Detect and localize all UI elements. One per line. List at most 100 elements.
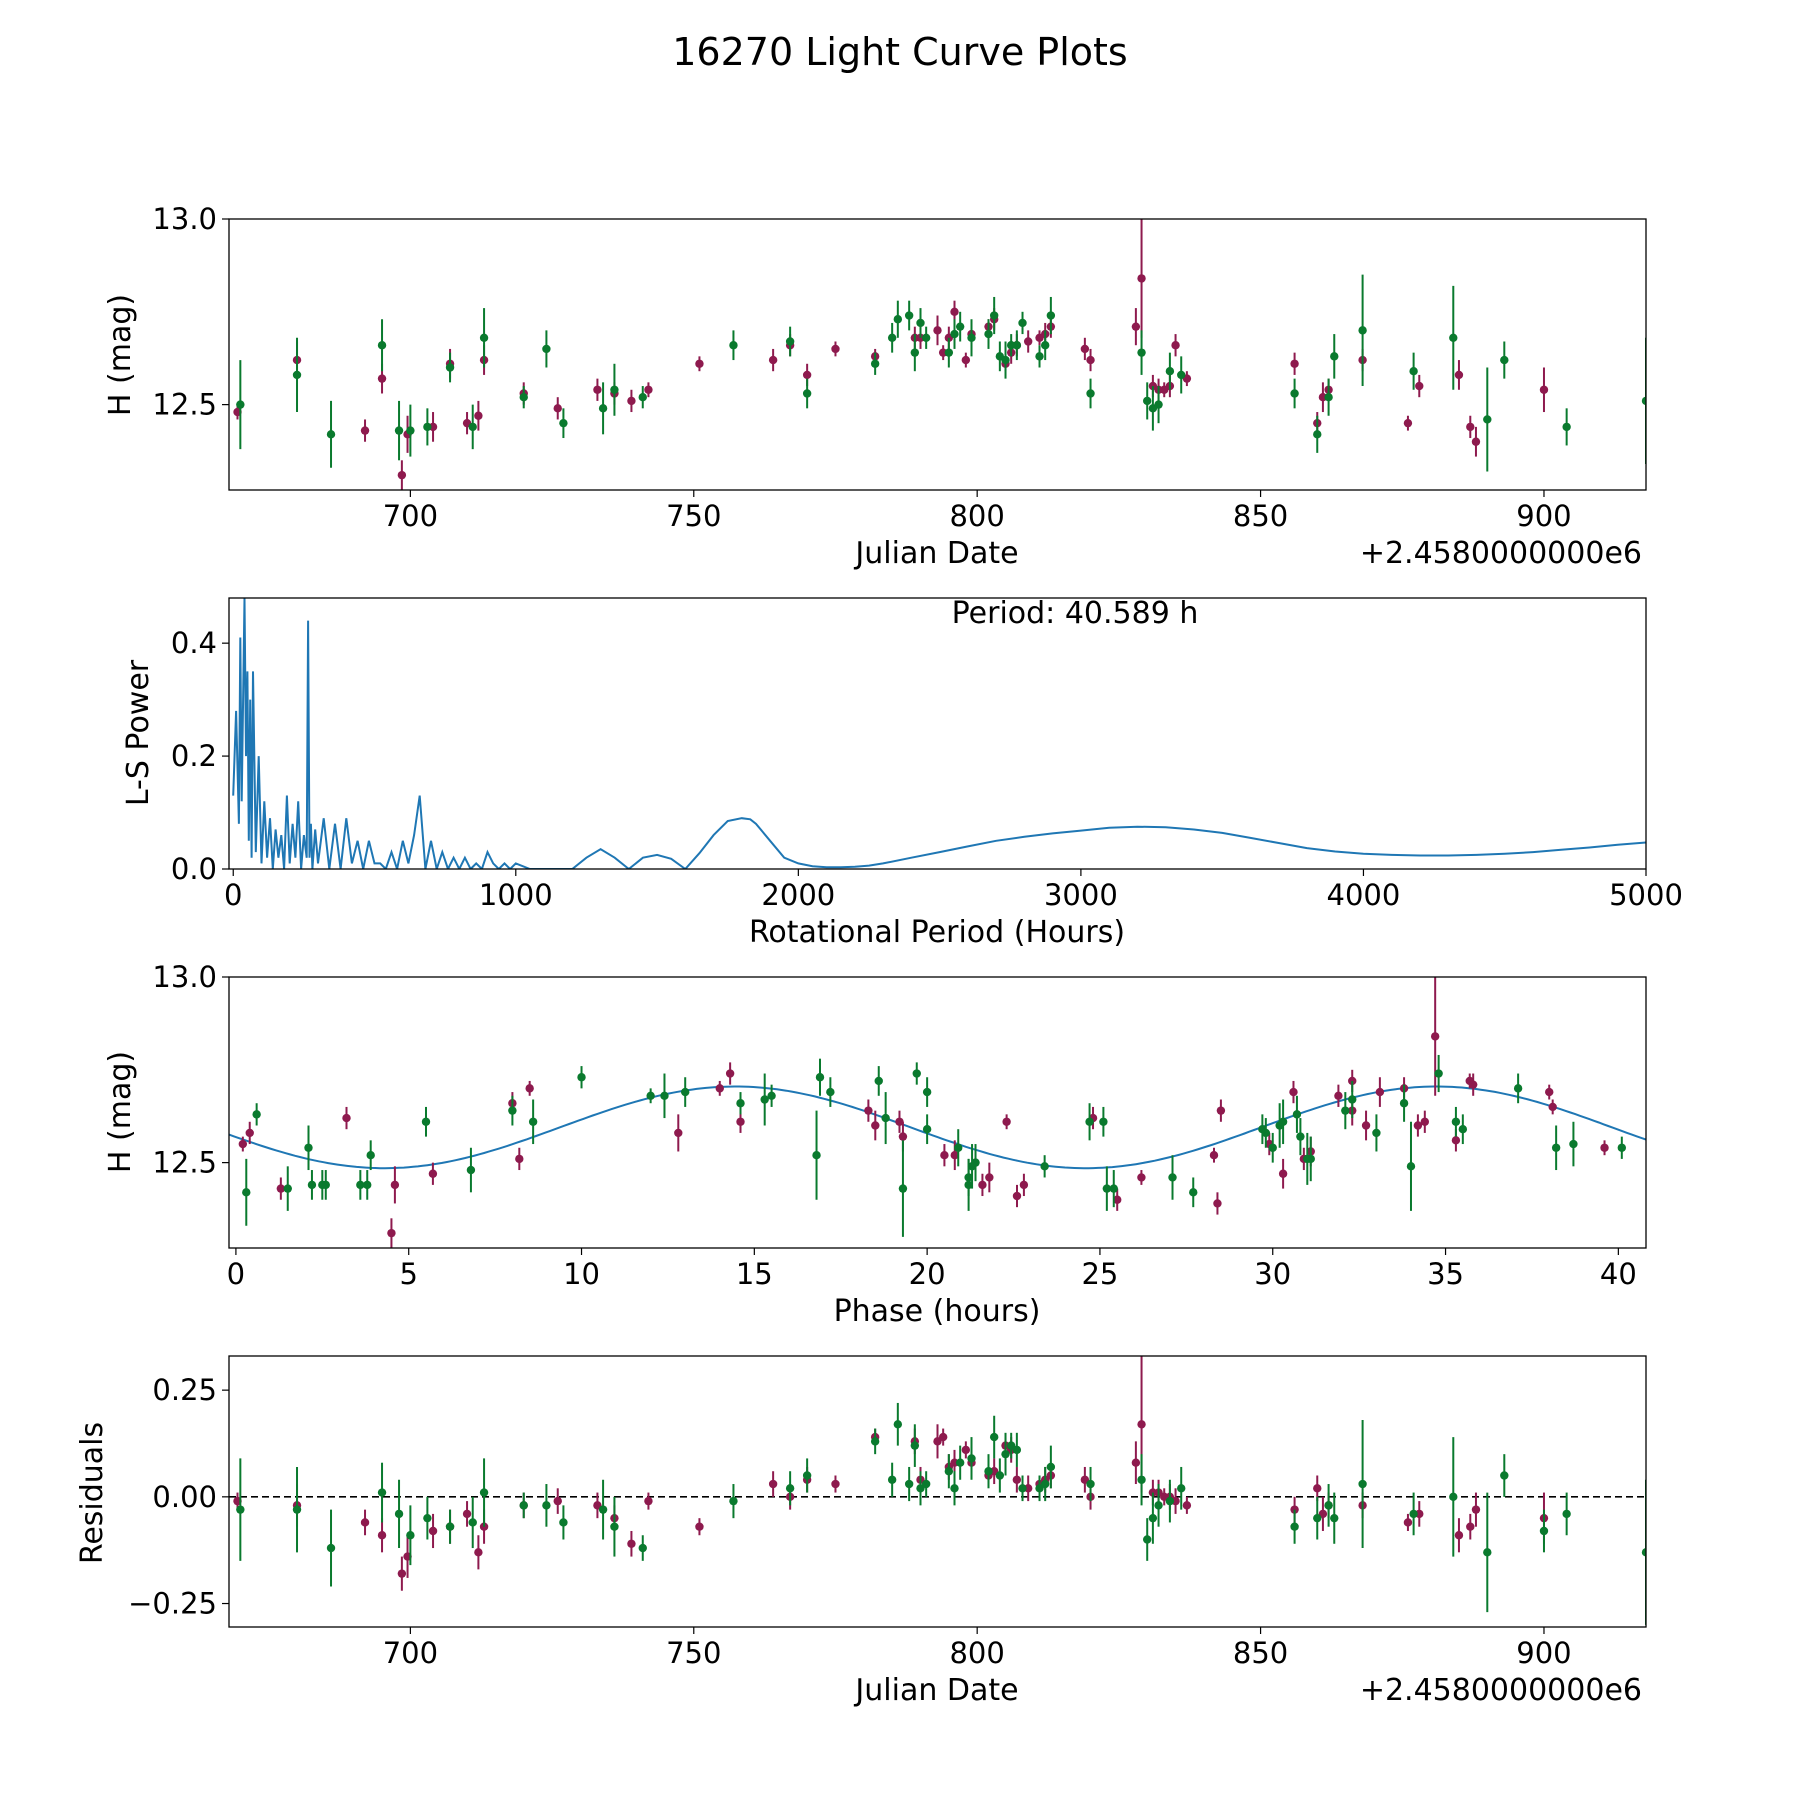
green-point-22: [904, 1479, 914, 1489]
green-point-16: [729, 341, 738, 350]
red-point-43: [1137, 274, 1146, 283]
green-point-6: [423, 1513, 432, 1523]
green-point-6: [423, 422, 432, 432]
green-point-14: [610, 385, 619, 394]
red-point-18: [768, 355, 778, 365]
red-point-25: [933, 326, 942, 335]
green-point-19: [870, 359, 880, 368]
red-point-57: [1454, 370, 1464, 380]
green-point-7: [445, 1522, 455, 1531]
green-point-38: [1040, 1479, 1050, 1489]
phased-light-curve-panel: 0 5 10 15 20 25 30 35 40 12.5 13.0 Phase (hours) H…: [103, 960, 1647, 1329]
green-point-9: [479, 1488, 489, 1497]
red-point-58: [1466, 422, 1475, 432]
green-point-48: [1313, 430, 1322, 439]
green-point-54: [1483, 1548, 1492, 1557]
green-point-36: [1018, 1484, 1027, 1493]
raw-light-curve-panel: 700 750 800 850 900 12.5 13.0 Julian Date +2.4…: [103, 202, 1647, 571]
red-point-29: [961, 355, 971, 365]
red-point-18: [768, 1479, 778, 1489]
periodogram-curve-layer: [232, 598, 1646, 869]
green-point-1: [292, 370, 302, 380]
green-point-52: [1409, 1509, 1418, 1519]
model-curve: [229, 1085, 1646, 1170]
green-point-49: [1324, 1501, 1333, 1510]
green-point-35: [1012, 341, 1022, 350]
green-point-26: [944, 348, 954, 357]
phased-light-curve-points: [229, 977, 1646, 1248]
raw-light-curve-ticks: 700 750 800 850 900 12.5 13.0: [152, 202, 1571, 533]
red-point-17: [898, 1132, 908, 1141]
green-point-59: [1513, 1084, 1523, 1093]
green-point-47: [1290, 1522, 1299, 1531]
residuals-ylabel: Residuals: [75, 1422, 110, 1564]
x-tick-label-3: 850: [1233, 1636, 1288, 1670]
y-tick-label-0: 12.5: [152, 1146, 217, 1180]
red-point-1: [245, 1128, 254, 1138]
green-point-0: [236, 400, 245, 409]
green-point-19: [760, 1095, 769, 1104]
green-point-5: [406, 426, 415, 435]
residuals-xlabel: Julian Date: [853, 1673, 1018, 1708]
green-point-54: [1483, 415, 1492, 424]
green-point-22: [815, 1073, 825, 1082]
red-point-50: [1600, 1143, 1609, 1152]
green-point-61: [1569, 1139, 1578, 1149]
green-point-10: [519, 1501, 528, 1510]
x-tick-label-5: 5000: [1609, 878, 1683, 912]
green-point-24: [874, 1076, 883, 1086]
green-point-37: [1035, 352, 1044, 361]
green-point-39: [1046, 311, 1056, 320]
green-point-4: [394, 1509, 404, 1519]
x-tick-label-3: 850: [1233, 499, 1288, 533]
green-point-11: [542, 344, 551, 354]
green-point-55: [1406, 1162, 1416, 1171]
green-point-41: [1137, 1475, 1146, 1484]
phased-light-curve-ylabel: H (mag): [103, 1051, 138, 1173]
green-point-16: [729, 1496, 738, 1506]
green-point-35: [1012, 1445, 1022, 1455]
green-point-29: [967, 333, 976, 342]
red-point-48: [1171, 341, 1180, 350]
phased-light-curve-xlabel: Phase (hours): [834, 1294, 1041, 1329]
green-point-2: [283, 1184, 292, 1193]
residuals-frame: [228, 1355, 1647, 1628]
green-point-12: [559, 418, 568, 428]
x-tick-label-4: 4000: [1327, 878, 1401, 912]
green-point-32: [995, 1471, 1005, 1480]
red-point-6: [428, 1526, 438, 1536]
red-point-12: [553, 1496, 562, 1506]
green-point-47: [1292, 1110, 1302, 1119]
green-point-20: [767, 1091, 776, 1100]
green-point-52: [1409, 367, 1418, 376]
green-point-30: [954, 1143, 963, 1152]
red-point-17: [695, 1522, 704, 1531]
green-point-44: [1268, 1143, 1277, 1152]
red-point-17: [695, 359, 704, 368]
green-point-25: [921, 333, 931, 342]
green-point-0: [242, 1188, 251, 1197]
residuals-points: [229, 1356, 1646, 1625]
red-point-42: [1131, 322, 1141, 331]
green-point-30: [984, 329, 993, 339]
green-point-38: [1040, 341, 1050, 350]
green-point-44: [1154, 400, 1163, 409]
green-point-12: [559, 1518, 568, 1527]
green-point-2: [326, 430, 336, 439]
green-point-57: [1562, 1509, 1571, 1519]
green-point-53: [1372, 1128, 1381, 1138]
figure-title: 16270 Light Curve Plots: [672, 30, 1127, 74]
green-point-12: [508, 1106, 517, 1115]
green-point-51: [1358, 1479, 1367, 1489]
green-point-26: [898, 1184, 908, 1193]
green-point-3: [304, 1143, 313, 1152]
red-point-26: [938, 1432, 948, 1442]
green-point-31: [989, 1432, 999, 1442]
red-point-36: [1334, 1091, 1343, 1100]
green-point-51: [1341, 1106, 1350, 1115]
red-point-55: [1403, 418, 1413, 428]
red-point-41: [1086, 355, 1095, 365]
green-point-15: [638, 1543, 647, 1553]
green-point-18: [736, 1099, 745, 1108]
